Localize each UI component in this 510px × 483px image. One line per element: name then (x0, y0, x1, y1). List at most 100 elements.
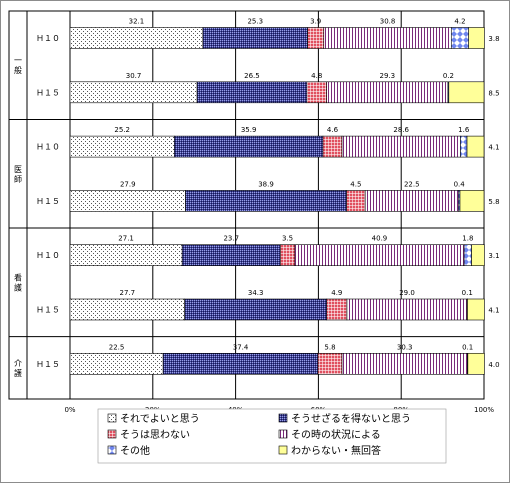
legend-label: そうは思わない (120, 429, 190, 441)
x-tick-label: 100% (474, 406, 494, 414)
data-label: 32.1 (129, 18, 145, 26)
bar-segment (468, 27, 485, 49)
data-label: 27.9 (120, 180, 136, 188)
category-label: Ｈ１０ (36, 34, 60, 43)
bar-segment (448, 81, 485, 104)
bar-segment (459, 190, 485, 212)
bar-segment (466, 135, 485, 158)
bar-segment (294, 244, 465, 266)
data-label: 4.8 (311, 72, 322, 80)
bar-segment (69, 298, 185, 321)
bar-segment (463, 244, 472, 266)
bar-segment (184, 298, 327, 321)
category-label: Ｈ１５ (36, 306, 60, 315)
bar-segment (69, 352, 164, 375)
data-label: 35.9 (241, 126, 257, 134)
legend-swatch (278, 445, 288, 455)
data-label: 4.1 (488, 144, 499, 152)
legend-swatch (278, 429, 288, 439)
category-label: Ｈ１０ (36, 143, 60, 152)
x-tick-label: 0% (64, 406, 75, 414)
bar-segment (69, 190, 186, 212)
data-label: 4.9 (331, 289, 342, 297)
legend-swatch (278, 413, 288, 423)
bar-segment (69, 135, 175, 158)
bar-segment (196, 81, 308, 104)
category-label: Ｈ１５ (36, 360, 60, 369)
data-label: 3.5 (282, 235, 293, 243)
data-label: 22.5 (404, 180, 420, 188)
data-label: 4.1 (488, 307, 499, 315)
legend-swatch (107, 445, 117, 455)
data-label: 0.4 (454, 180, 466, 188)
data-label: 25.2 (114, 126, 130, 134)
group-label: 般 (14, 65, 22, 75)
data-label: 25.3 (247, 18, 263, 26)
bar-segment (162, 352, 319, 375)
category-label: Ｈ１５ (36, 88, 60, 97)
data-label: 3.9 (310, 18, 321, 26)
data-label: 29.0 (399, 289, 415, 297)
bar-segment (322, 135, 343, 158)
data-label: 0.1 (462, 289, 473, 297)
group-label: 医 (14, 165, 22, 174)
bar-segment (69, 244, 183, 266)
legend-swatch (107, 413, 117, 423)
data-label: 5.8 (488, 198, 499, 206)
bar-segment (307, 27, 325, 49)
data-label: 30.8 (380, 18, 396, 26)
data-label: 28.6 (393, 126, 409, 134)
data-label: 5.8 (324, 343, 335, 351)
data-label: 0.1 (462, 343, 473, 351)
bar-segment (341, 135, 461, 158)
bar-segment (174, 135, 324, 158)
data-label: 27.1 (118, 235, 134, 243)
data-label: 40.9 (372, 235, 388, 243)
group-label: 介 (14, 359, 22, 368)
data-label: 4.6 (327, 126, 339, 134)
data-label: 4.2 (454, 18, 465, 26)
group-label: 師 (14, 174, 22, 184)
data-label: 34.3 (248, 289, 264, 297)
bar-segment (306, 81, 327, 104)
bar-segment (317, 352, 343, 375)
data-label: 26.5 (244, 72, 260, 80)
data-label: 37.4 (233, 343, 249, 351)
data-label: 22.5 (109, 343, 125, 351)
data-label: 30.7 (126, 72, 142, 80)
bar-segment (69, 81, 198, 104)
bar-segment (185, 190, 347, 212)
bar-segment (323, 27, 452, 49)
data-label: 38.9 (258, 180, 274, 188)
bar-segment (181, 244, 281, 266)
bar-segment (202, 27, 308, 49)
bar-segment (326, 81, 449, 104)
data-label: 30.3 (397, 343, 413, 351)
group-label: 護 (14, 368, 22, 378)
bar-segment (346, 190, 366, 212)
bar-segment (346, 298, 468, 321)
data-label: 1.8 (462, 235, 473, 243)
legend-label: わからない・無回答 (291, 444, 381, 457)
group-label: 護 (14, 282, 22, 292)
data-label: 8.5 (488, 89, 499, 97)
bar-segment (69, 27, 204, 49)
data-label: 0.2 (443, 72, 454, 80)
data-label: 1.6 (458, 126, 470, 134)
legend-label: それでよいと思う (120, 413, 200, 425)
category-label: Ｈ１５ (36, 197, 60, 206)
data-label: 4.0 (488, 361, 499, 369)
legend-label: そうせざるを得ないと思う (291, 412, 411, 425)
bar-segment (471, 244, 485, 266)
group-label: 一 (14, 56, 22, 65)
bar-segment (326, 298, 348, 321)
data-label: 29.3 (380, 72, 396, 80)
bar-segment (460, 135, 468, 158)
legend-label: その時の状況による (291, 428, 381, 441)
data-label: 27.7 (120, 289, 136, 297)
data-label: 23.7 (223, 235, 239, 243)
bar-segment (280, 244, 296, 266)
category-label: Ｈ１０ (36, 251, 60, 260)
